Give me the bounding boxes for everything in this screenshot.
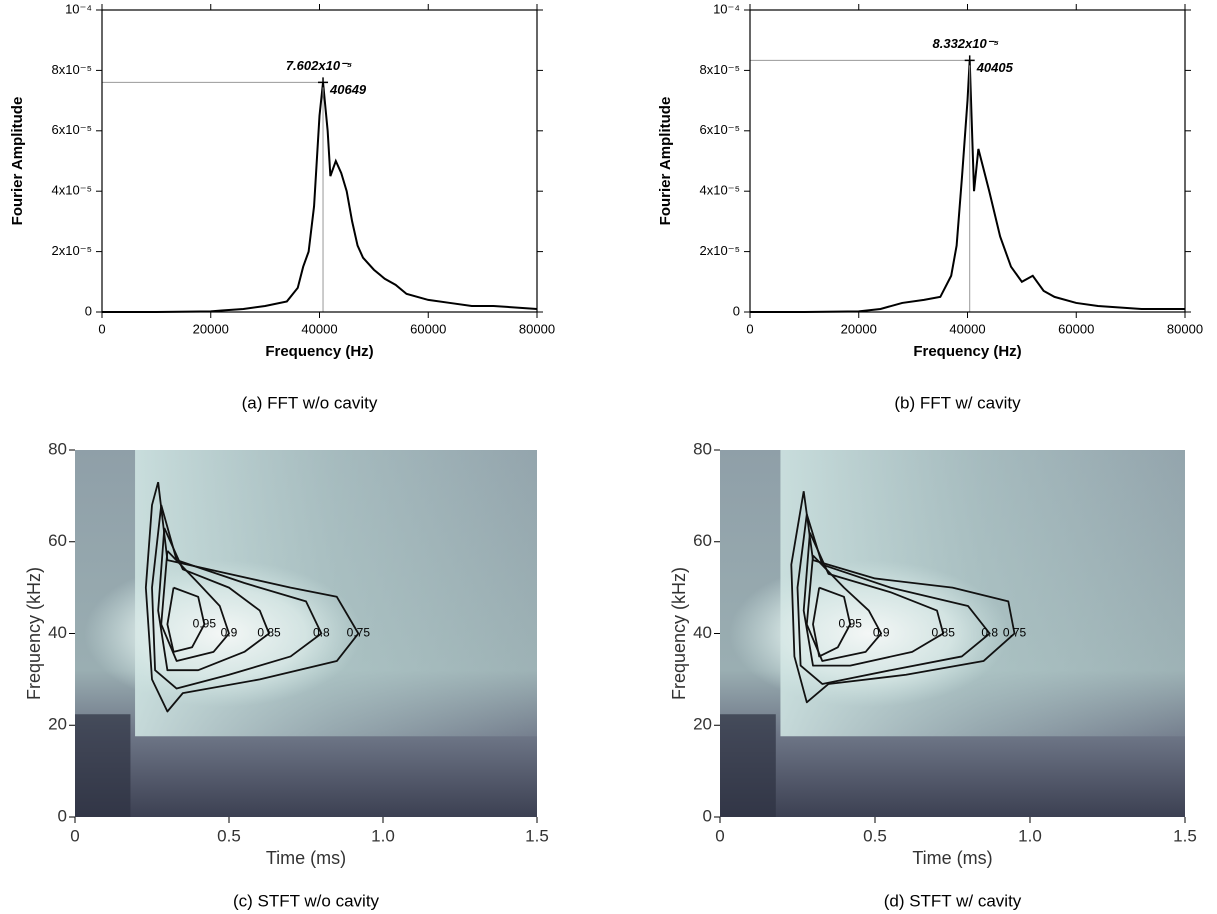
peak-amplitude-label: 8.332x10⁻⁵ — [933, 36, 999, 51]
contour-label: 0.75 — [347, 626, 371, 640]
y-tick-label: 8x10⁻⁵ — [52, 62, 92, 77]
contour-label: 0.9 — [221, 626, 238, 640]
x-tick-label: 80000 — [519, 321, 555, 336]
y-axis-title: Frequency (kHz) — [24, 567, 44, 700]
x-axis-title: Frequency (Hz) — [265, 343, 373, 360]
contour-line — [157, 527, 270, 672]
x-tick-label: 60000 — [1058, 321, 1094, 336]
spectrum-line — [750, 60, 1185, 313]
y-tick-label: 6x10⁻⁵ — [700, 122, 740, 137]
peak-amplitude-label: 7.602x10⁻⁵ — [286, 58, 352, 73]
peak-frequency-label: 40405 — [976, 60, 1014, 75]
x-axis-title: Time (ms) — [266, 848, 346, 868]
contour-line — [805, 554, 883, 662]
y-tick-label: 60 — [48, 531, 67, 550]
x-tick-label: 0 — [98, 321, 105, 336]
y-tick-label: 40 — [48, 623, 67, 642]
caption: (b) FFT w/ cavity — [894, 393, 1021, 412]
contour-line — [151, 504, 323, 690]
x-tick-label: 1.5 — [1173, 826, 1197, 845]
x-tick-label: 20000 — [193, 321, 229, 336]
x-tick-label: 0 — [746, 321, 753, 336]
x-tick-label: 1.5 — [525, 826, 549, 845]
contour-label: 0.95 — [193, 616, 217, 630]
y-axis-title: Fourier Amplitude — [9, 97, 26, 226]
heatmap-dark-region — [720, 714, 776, 817]
y-axis-title: Frequency (kHz) — [669, 567, 689, 700]
caption: (a) FFT w/o cavity — [242, 393, 378, 412]
caption: (d) STFT w/ cavity — [884, 891, 1022, 910]
contour-line — [166, 586, 206, 653]
x-tick-label: 1.0 — [371, 826, 395, 845]
x-tick-label: 0.5 — [217, 826, 241, 845]
peak-marker — [964, 55, 975, 66]
contour-label: 0.8 — [313, 626, 330, 640]
x-tick-label: 60000 — [410, 321, 446, 336]
contour-line — [796, 513, 991, 685]
peak-marker — [318, 77, 329, 88]
y-tick-label: 0 — [733, 303, 740, 318]
y-tick-label: 0 — [85, 303, 92, 318]
y-tick-label: 8x10⁻⁵ — [700, 62, 740, 77]
peak-frequency-label: 40649 — [329, 82, 367, 97]
y-tick-label: 0 — [703, 806, 712, 825]
x-tick-label: 0 — [70, 826, 79, 845]
heatmap-core — [729, 560, 1009, 707]
plot-frame — [101, 9, 538, 313]
heatmap-dark-region — [75, 714, 131, 817]
contour-line — [144, 481, 360, 713]
x-tick-label: 0.5 — [863, 826, 887, 845]
y-tick-label: 80 — [693, 439, 712, 458]
y-axis-title: Fourier Amplitude — [657, 97, 674, 226]
y-tick-label: 20 — [693, 715, 712, 734]
contour-label: 0.85 — [932, 626, 956, 640]
x-tick-label: 0 — [715, 826, 724, 845]
y-tick-label: 10⁻⁴ — [713, 1, 740, 16]
y-tick-label: 80 — [48, 439, 67, 458]
contour-line — [160, 550, 230, 662]
y-tick-label: 6x10⁻⁵ — [52, 122, 92, 137]
y-tick-label: 60 — [693, 531, 712, 550]
contour-line — [802, 532, 945, 667]
contour-line — [790, 491, 1016, 704]
y-tick-label: 4x10⁻⁵ — [52, 183, 92, 198]
y-tick-label: 2x10⁻⁵ — [52, 243, 92, 258]
x-axis-title: Time (ms) — [912, 848, 992, 868]
x-axis-title: Frequency (Hz) — [913, 343, 1021, 360]
y-tick-label: 40 — [693, 623, 712, 642]
contour-label: 0.8 — [981, 626, 998, 640]
x-tick-label: 80000 — [1167, 321, 1203, 336]
contour-line — [812, 586, 852, 658]
contour-label: 0.85 — [257, 626, 281, 640]
x-tick-label: 40000 — [301, 321, 337, 336]
contour-label: 0.9 — [873, 626, 890, 640]
contour-label: 0.95 — [839, 616, 863, 630]
plot-frame — [749, 9, 1186, 313]
y-tick-label: 10⁻⁴ — [65, 1, 92, 16]
caption: (c) STFT w/o cavity — [233, 891, 380, 910]
y-tick-label: 0 — [58, 806, 67, 825]
spectrum-line — [102, 82, 538, 313]
x-tick-label: 40000 — [949, 321, 985, 336]
y-tick-label: 2x10⁻⁵ — [700, 243, 740, 258]
x-tick-label: 1.0 — [1018, 826, 1042, 845]
y-tick-label: 4x10⁻⁵ — [700, 183, 740, 198]
y-tick-label: 20 — [48, 715, 67, 734]
contour-label: 0.75 — [1003, 626, 1027, 640]
x-tick-label: 20000 — [841, 321, 877, 336]
